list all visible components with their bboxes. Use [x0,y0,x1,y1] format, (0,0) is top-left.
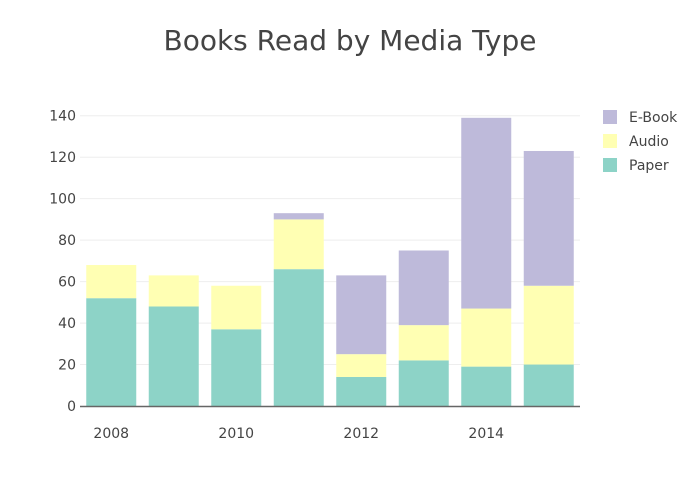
y-tick-label: 100 [49,192,76,208]
bar-segment-paper[interactable] [211,329,262,406]
bar-segment-audio[interactable] [461,308,512,367]
y-tick-label: 40 [58,316,76,332]
bar-segment-e-book[interactable] [273,213,324,220]
bar-segment-audio[interactable] [336,354,387,377]
bar-segment-e-book[interactable] [398,250,449,326]
bar-segment-paper[interactable] [273,269,324,406]
bar-segment-audio[interactable] [211,285,262,330]
x-tick-label: 2012 [343,426,379,442]
bar-segment-audio[interactable] [273,219,324,270]
legend-swatch [603,134,617,148]
y-tick-label: 20 [58,358,76,374]
legend-swatch [603,158,617,172]
bar-segment-paper[interactable] [148,306,199,406]
bar-segment-audio[interactable] [523,285,574,365]
legend-item-e-book[interactable]: E-Book [603,110,678,126]
bar-segment-audio[interactable] [148,275,199,307]
legend-label: Audio [629,134,669,150]
bar-segment-e-book[interactable] [461,117,512,309]
bar-segment-paper[interactable] [398,360,449,406]
bar-segment-paper[interactable] [86,298,137,406]
bar-segment-paper[interactable] [461,366,512,406]
x-tick-label: 2008 [93,426,129,442]
y-tick-label: 140 [49,109,76,125]
bar-segment-audio[interactable] [398,325,449,361]
legend-label: Paper [629,158,669,174]
legend-label: E-Book [629,110,678,126]
bar-segment-e-book[interactable] [523,150,574,286]
y-tick-label: 80 [58,233,76,249]
bar-segment-e-book[interactable] [336,275,387,355]
bars [86,117,574,406]
y-tick-label: 120 [49,150,76,166]
y-axis-labels: 0 20 40 60 80 100 120 140 [49,109,76,415]
chart-title: Books Read by Media Type [164,24,537,57]
legend-swatch [603,110,617,124]
bar-segment-audio[interactable] [86,265,137,299]
legend[interactable]: E-Book Audio Paper [603,110,678,174]
x-tick-label: 2014 [468,426,504,442]
y-tick-label: 0 [67,399,76,415]
legend-item-paper[interactable]: Paper [603,158,669,174]
x-tick-label: 2010 [218,426,254,442]
y-tick-label: 60 [58,275,76,291]
bar-segment-paper[interactable] [523,364,574,406]
bar-segment-paper[interactable] [336,376,387,406]
x-axis-labels: 2008 2010 2012 2014 [93,426,504,442]
legend-item-audio[interactable]: Audio [603,134,669,150]
